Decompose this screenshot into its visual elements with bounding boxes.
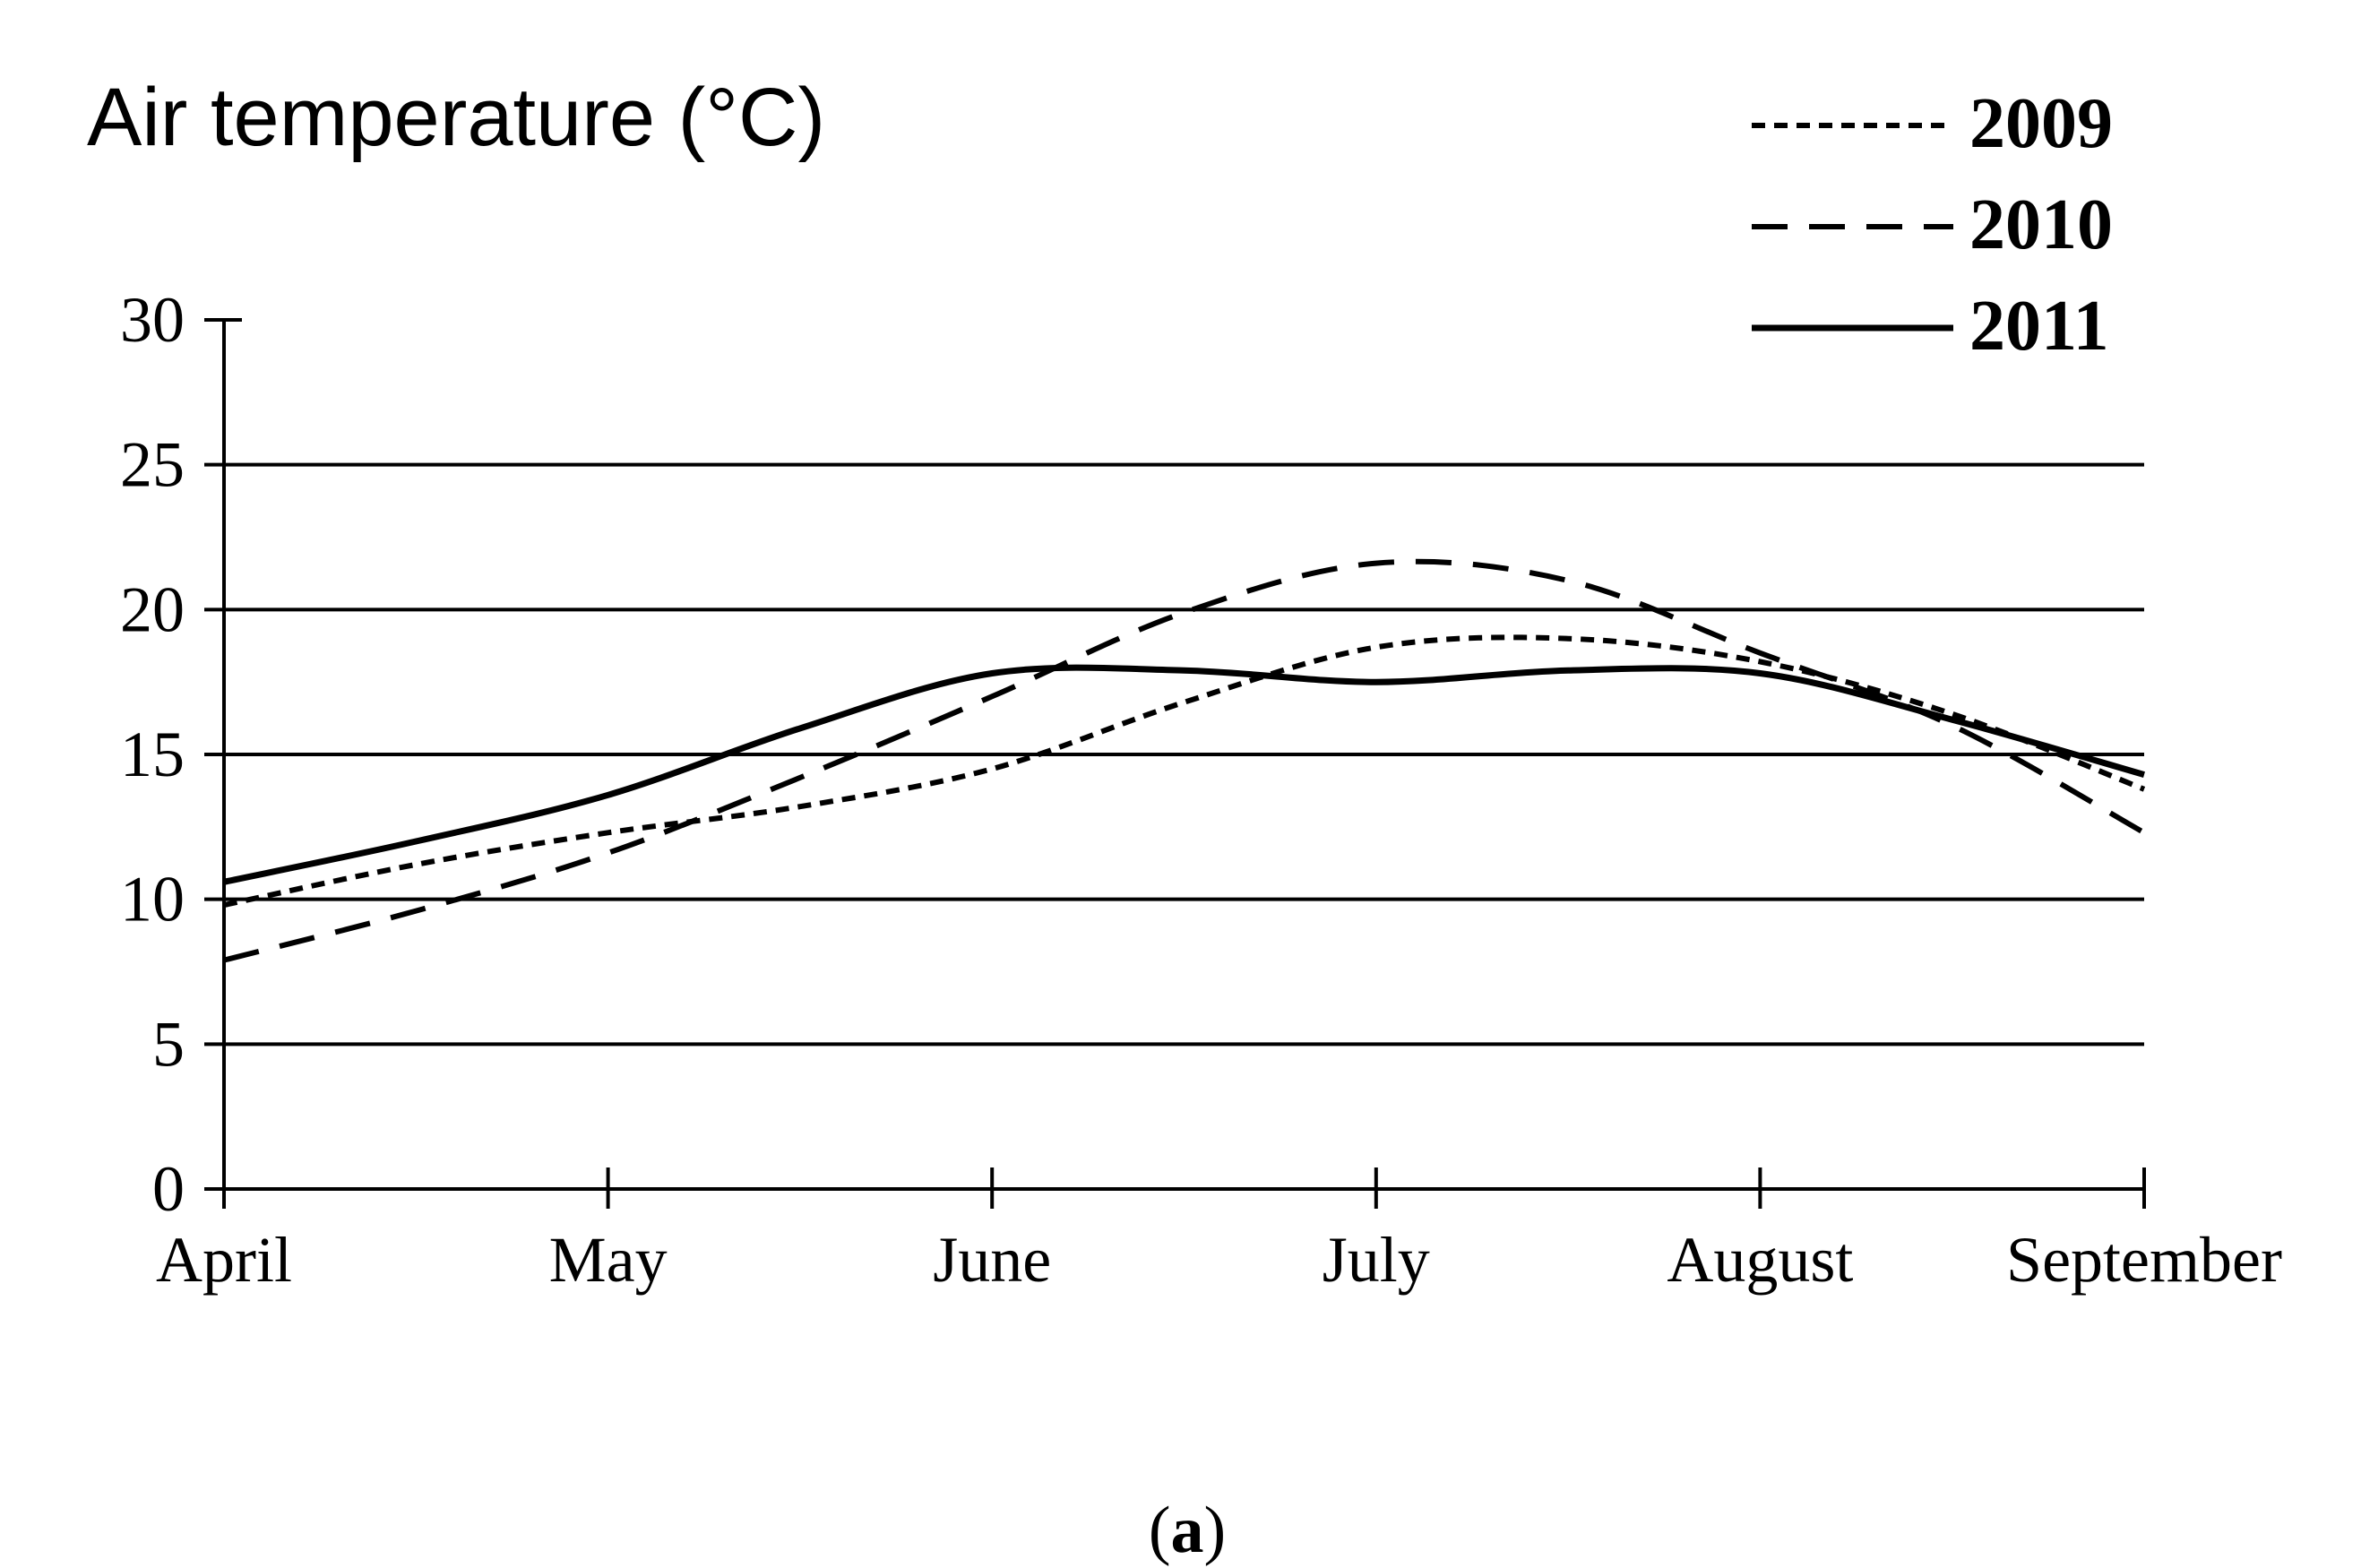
x-tick-label-august: August — [1667, 1224, 1853, 1296]
legend-label-2009: 2009 — [1969, 84, 2113, 163]
figure-caption: (a) — [1149, 1494, 1226, 1567]
chart-title: Air temperature (°C) — [87, 72, 825, 163]
legend: 2009 2010 2011 — [1752, 84, 2113, 366]
y-tick-label: 10 — [120, 864, 185, 935]
x-tick-label-may: May — [549, 1224, 668, 1296]
x-tick-label-june: June — [933, 1224, 1051, 1296]
series-line-2011 — [223, 664, 2145, 885]
y-tick-label: 20 — [120, 573, 185, 645]
y-tick-label: 0 — [152, 1153, 185, 1225]
axes — [204, 318, 2146, 1209]
legend-label-2011: 2011 — [1969, 287, 2109, 366]
y-tick-labels: 0 5 10 15 20 25 30 — [120, 284, 185, 1225]
x-tick-label-april: April — [156, 1224, 292, 1296]
caption-letter: a — [1171, 1494, 1204, 1567]
gridlines — [224, 462, 2144, 1047]
series-line-2010 — [223, 558, 2146, 963]
x-tick-label-september: September — [2006, 1224, 2282, 1296]
series-line-2009 — [223, 634, 2146, 909]
y-tick-label: 5 — [152, 1008, 185, 1080]
x-tick-labels: April May June July August September — [156, 1224, 2282, 1296]
y-tick-label: 25 — [120, 429, 185, 501]
y-tick-label: 15 — [120, 719, 185, 790]
y-tick-label: 30 — [120, 284, 185, 356]
series-lines — [223, 558, 2146, 963]
x-tick-label-july: July — [1323, 1224, 1430, 1296]
legend-label-2010: 2010 — [1969, 185, 2113, 264]
